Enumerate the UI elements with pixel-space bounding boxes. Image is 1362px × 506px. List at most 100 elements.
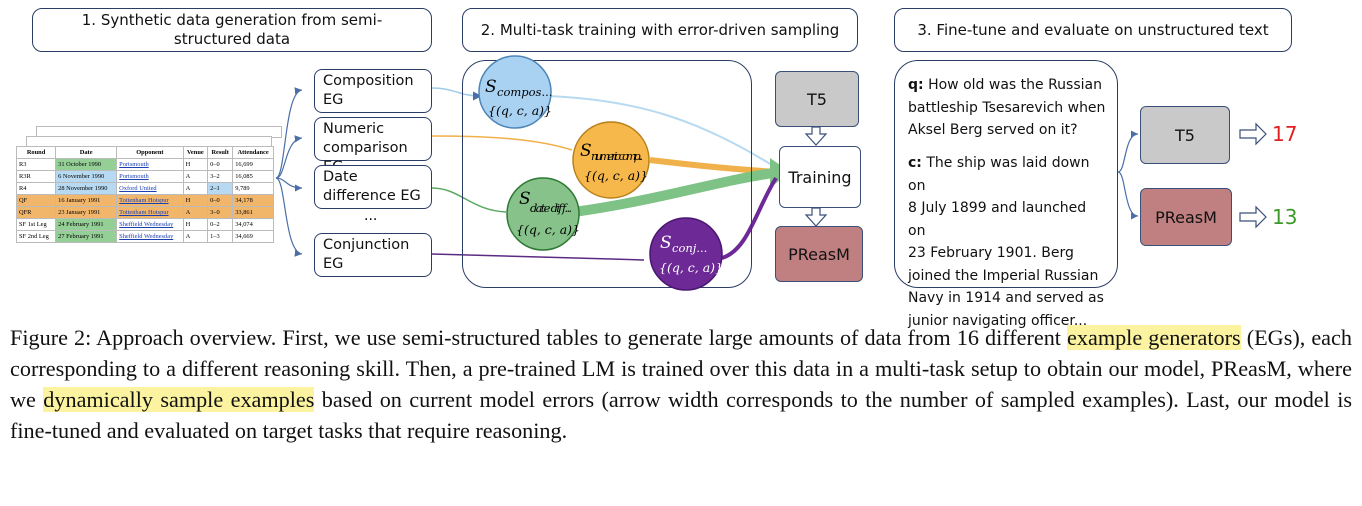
c-label: c:: [908, 155, 922, 171]
circle-conj-tuple: {(q, c, a)}: [659, 260, 723, 275]
training-panel: [462, 60, 752, 288]
eg-label: EG: [323, 92, 344, 108]
c-line: The ship was laid down on: [908, 155, 1090, 194]
composition-eg: Composition EG: [314, 69, 432, 113]
step1-header: 1. Synthetic data generation from semi-s…: [32, 8, 432, 52]
sample-set-circles: S compos... {(q, c, a)} S numeric comp..…: [478, 55, 723, 291]
table-row: R3R 6 November 1990 Portsmouth A 3–2 16,085: [15, 170, 274, 183]
evaluation-panel: [894, 60, 1118, 288]
c-line: joined the Imperial Russian: [908, 267, 1099, 284]
table-cell: R3: [15, 158, 57, 171]
caption-part1: Figure 2: Approach overview. First, we u…: [10, 325, 1068, 350]
q-line: How old was the Russian: [928, 77, 1102, 93]
caption-part3: based on current model errors (arrow wid…: [10, 387, 1353, 443]
training-label: Training: [788, 167, 852, 187]
table-cell: 1–3: [207, 230, 234, 243]
table-cell: SF 1st Leg: [15, 218, 57, 231]
step3-header: 3. Fine-tune and evaluate on unstructure…: [894, 8, 1292, 52]
preasm-score: 13: [1272, 205, 1298, 229]
conjunction-eg: Conjunction EG: [314, 233, 432, 277]
t5-box: T5: [775, 71, 859, 127]
eg-ellipsis: ...: [364, 208, 378, 224]
table-header-row: Round Date Opponent Venue Result Attendance: [15, 146, 274, 159]
table-cell: 34,178: [232, 194, 274, 207]
table-cell: 24 February 1991: [55, 218, 118, 231]
caption-highlight-1: example generators: [1067, 325, 1241, 350]
circle-date-shape: [506, 177, 580, 251]
eg-label: Conjunction: [323, 237, 410, 253]
table-cell: QF: [15, 194, 57, 207]
step1-label: 1. Synthetic data generation from semi-s…: [81, 11, 383, 48]
preasm-score-arrow: [1239, 205, 1267, 229]
step3-label: 3. Fine-tune and evaluate on unstructure…: [917, 20, 1269, 39]
conjunction-flow: [431, 253, 645, 261]
q-line: battleship Tsesarevich when: [908, 99, 1106, 116]
circle-numeric-sub: numeric comp...: [591, 150, 643, 163]
circle-conj: S conj... {(q, c, a)}: [649, 217, 723, 291]
table-cell: 9,789: [232, 182, 274, 195]
circle-conj-label: S: [660, 233, 672, 253]
c-line: Navy in 1914 and served as: [908, 290, 1104, 306]
circle-compos-sub: compos...: [497, 85, 552, 99]
circle-numeric: S numeric comp... {(q, c, a)}: [572, 121, 650, 199]
q-label: q:: [908, 77, 924, 93]
figure-caption: Figure 2: Approach overview. First, we u…: [10, 322, 1352, 446]
compos-to-training: [547, 95, 781, 171]
circle-compos-shape: [478, 55, 552, 129]
eval-preasm-box: PReasM: [1140, 188, 1232, 246]
circle-conj-sub: conj...: [672, 241, 707, 255]
table-cell: A: [182, 170, 209, 183]
semi-structured-table: Round Date Opponent Venue Result Attendance R…: [15, 146, 274, 243]
t5-score-arrow: [1239, 122, 1267, 146]
eval-t5-box: T5: [1140, 106, 1230, 164]
date-difference-eg: Date difference EG: [314, 165, 432, 209]
numeric-comparison-eg: Numeric comparison EG: [314, 117, 432, 175]
table-cell: H: [182, 218, 209, 231]
eg-label: Composition: [323, 73, 414, 89]
table-cell: Sheffield Wednesday: [116, 230, 184, 243]
table-cell: SF 2nd Leg: [15, 230, 57, 243]
table-row: QFR 23 January 1991 Tottenham Hotspur A 3–0 3…: [15, 206, 274, 219]
table-cell: 0–0: [207, 194, 234, 207]
table-cell: 0–2: [207, 218, 234, 231]
q-line: Aksel Berg served on it?: [908, 122, 1078, 138]
composition-flow: [431, 87, 483, 101]
table-cell: 16,085: [232, 170, 274, 183]
t5-down-arrow: [804, 126, 828, 146]
preasm-box: PReasM: [775, 226, 863, 282]
table-cell: Sheffield Wednesday: [116, 218, 184, 231]
table-cell: 16 January 1991: [55, 194, 118, 207]
eg-label: EG: [323, 256, 344, 272]
eg-label: Numeric: [323, 121, 385, 137]
eval-to-preasm: [1117, 171, 1139, 220]
table-cell: Oxford United: [116, 182, 184, 195]
eg-label: Date: [323, 169, 358, 185]
table-row: SF 2nd Leg 27 February 1991 Sheffield Wedn…: [15, 230, 274, 243]
training-box: Training: [779, 146, 861, 208]
preasm-down-arrow: [804, 207, 828, 227]
date-to-training: [573, 167, 781, 217]
table-cell: 6 November 1990: [55, 170, 118, 183]
caption-part2: (EGs), each corresponding to a different…: [10, 325, 1352, 412]
circle-numeric-tuple: {(q, c, a)}: [584, 168, 648, 183]
circle-date: S date diff... {(q, c, a)}: [506, 177, 580, 251]
table-cell: QFR: [15, 206, 57, 219]
circle-date-label: S: [519, 189, 531, 209]
circle-date-sub: date diff...: [530, 201, 572, 215]
c-line: 23 February 1901. Berg: [908, 245, 1074, 261]
table-cell: 3–0: [207, 206, 234, 219]
step2-header: 2. Multi-task training with error-driven…: [462, 8, 858, 52]
table-to-eg-connector: [275, 87, 303, 257]
table-cell: 34,669: [232, 230, 274, 243]
eg-label: difference EG: [323, 188, 421, 204]
t5-score: 17: [1272, 122, 1298, 146]
circle-conj-shape: [649, 217, 723, 291]
eval-to-t5: [1117, 130, 1139, 173]
step2-label: 2. Multi-task training with error-driven…: [480, 20, 840, 39]
caption-highlight-2: dynamically sample examples: [43, 387, 315, 412]
table-cell: A: [182, 230, 209, 243]
table-cell: 27 February 1991: [55, 230, 118, 243]
circle-date-tuple: {(q, c, a)}: [516, 222, 580, 237]
eval-preasm-label: PReasM: [1155, 207, 1217, 227]
circle-compos-label: S: [485, 77, 497, 97]
